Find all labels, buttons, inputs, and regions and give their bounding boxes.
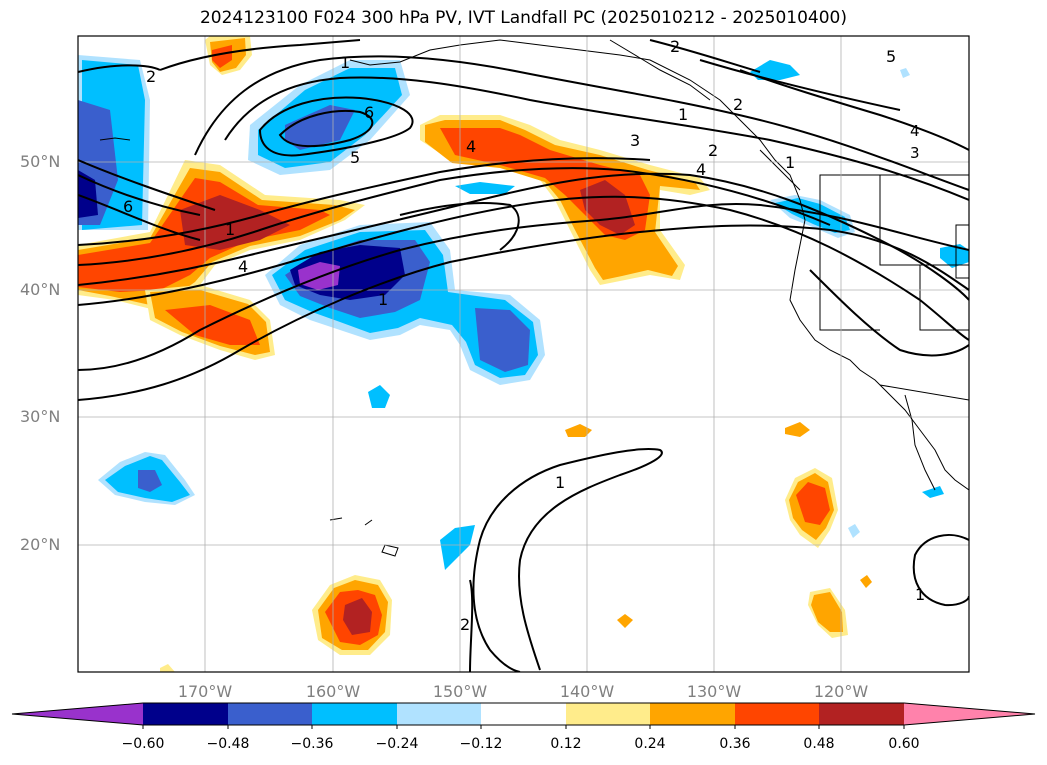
lon-label: 130°W [686, 682, 742, 701]
svg-text:3: 3 [910, 144, 920, 162]
lat-label: 30°N [20, 407, 61, 426]
contour-label: 1 [555, 473, 565, 492]
contour-labels: 1 1 1 1 1 2 2 2 2 3 4 4 4 5 5 6 6 1 2 1 … [123, 37, 925, 634]
contour-label: 2 [460, 615, 470, 634]
colorbar-tick-label: 0.48 [803, 736, 835, 752]
colorbar-tick-label: 0.24 [634, 736, 666, 752]
colorbar-tick-label: 0.36 [719, 736, 751, 752]
lon-label: 170°W [177, 682, 233, 701]
lon-label: 150°W [432, 682, 488, 701]
colorbar-segment [735, 703, 819, 725]
colorbar-segment [312, 703, 397, 725]
colorbar-segment [228, 703, 312, 725]
colorbar-tick-label: −0.48 [206, 736, 250, 752]
contour-label: 2 [708, 141, 718, 160]
lon-label: 140°W [559, 682, 615, 701]
colorbar-tick-label: 0.12 [550, 736, 582, 752]
contour-label: 1 [378, 290, 388, 309]
colorbar-segment [12, 703, 143, 725]
contour-label: 3 [630, 131, 640, 150]
colorbar-tick-label: −0.60 [121, 736, 165, 752]
contour-label: 5 [350, 148, 360, 167]
lat-label: 20°N [20, 535, 61, 554]
colorbar-segment [566, 703, 650, 725]
contour-label: 2 [733, 95, 743, 114]
colorbar-segment [819, 703, 904, 725]
colorbar-tick-label: −0.24 [375, 736, 419, 752]
colorbar-segment [650, 703, 735, 725]
colorbar-tick-label: −0.36 [290, 736, 334, 752]
contour-label: 1 [225, 220, 235, 239]
colorbar-segment [397, 703, 481, 725]
contour-label: 4 [238, 257, 248, 276]
colorbar-segment [143, 703, 228, 725]
contour-label: 1 [785, 153, 795, 172]
svg-text:4: 4 [910, 122, 920, 140]
colorbar-tick-label: 0.60 [888, 736, 920, 752]
map-title: 2024123100 F024 300 hPa PV, IVT Landfall… [199, 8, 847, 28]
colorbar-segment [481, 703, 566, 725]
contour-label: 6 [123, 197, 133, 216]
contour-label: 1 [340, 53, 350, 72]
pv-contours [78, 39, 969, 672]
lat-label: 50°N [20, 152, 61, 171]
colorbar [11, 702, 1036, 729]
contour-label: 6 [364, 103, 374, 122]
lon-label: 160°W [305, 682, 361, 701]
contour-label: 4 [466, 137, 476, 156]
contour-label: 5 [886, 47, 896, 66]
lat-label: 40°N [20, 280, 61, 299]
contour-label: 2 [670, 37, 680, 56]
colorbar-tick-label: −0.12 [459, 736, 503, 752]
colorbar-segment [904, 703, 1035, 725]
lon-label: 120°W [813, 682, 869, 701]
contour-label: 2 [146, 67, 156, 86]
contour-label: 1 [678, 105, 688, 124]
contour-label: 4 [696, 160, 706, 179]
contour-label: 1 [915, 585, 925, 604]
map-frame [77, 35, 970, 673]
